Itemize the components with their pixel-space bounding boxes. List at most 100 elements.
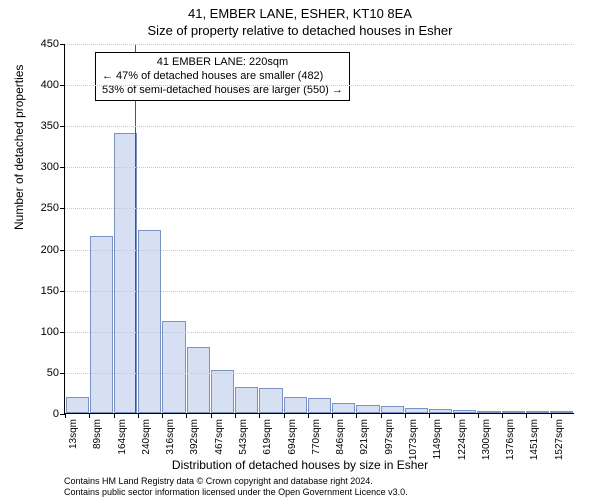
x-tick-label: 770sqm [311, 419, 322, 455]
x-tick [454, 413, 455, 418]
x-tick-label: 1451sqm [529, 419, 540, 460]
x-tick-label: 921sqm [359, 419, 370, 455]
x-tick [405, 413, 406, 418]
gridline [65, 373, 574, 374]
x-tick [551, 413, 552, 418]
y-tick [60, 250, 65, 251]
x-tick-label: 316sqm [165, 419, 176, 455]
histogram-bar [90, 236, 113, 413]
histogram-bar [187, 347, 210, 413]
x-tick-label: 694sqm [287, 419, 298, 455]
histogram-bar [477, 411, 500, 413]
histogram-bar [211, 370, 234, 413]
x-tick-label: 164sqm [117, 419, 128, 455]
histogram-bar [284, 397, 307, 413]
page-title: 41, EMBER LANE, ESHER, KT10 8EA [0, 6, 600, 21]
credits-line-2: Contains public sector information licen… [64, 487, 408, 498]
y-tick-label: 200 [41, 244, 59, 256]
y-tick-label: 250 [41, 202, 59, 214]
x-tick [502, 413, 503, 418]
histogram-bar [550, 411, 573, 413]
x-tick [308, 413, 309, 418]
histogram-bar [308, 398, 331, 413]
annotation-line-1: 41 EMBER LANE: 220sqm [102, 56, 343, 70]
y-tick-label: 50 [47, 367, 59, 379]
y-tick-label: 0 [53, 408, 59, 420]
y-tick-label: 150 [41, 285, 59, 297]
y-tick [60, 332, 65, 333]
x-tick [429, 413, 430, 418]
histogram-bar [429, 409, 452, 413]
x-tick-label: 467sqm [214, 419, 225, 455]
y-tick-label: 400 [41, 79, 59, 91]
x-tick-label: 619sqm [262, 419, 273, 455]
x-tick-label: 89sqm [92, 419, 103, 449]
y-tick [60, 44, 65, 45]
y-tick-label: 450 [41, 38, 59, 50]
histogram-bar [114, 133, 137, 413]
histogram-bar [66, 397, 89, 413]
histogram-bar [332, 403, 355, 413]
x-tick [235, 413, 236, 418]
histogram-bar [526, 411, 549, 413]
x-tick [89, 413, 90, 418]
y-tick [60, 167, 65, 168]
x-tick [356, 413, 357, 418]
histogram-bar [381, 406, 404, 413]
page-subtitle: Size of property relative to detached ho… [0, 23, 600, 38]
histogram-bar [235, 387, 258, 413]
chart-plot-area: 41 EMBER LANE: 220sqm ← 47% of detached … [64, 44, 574, 414]
x-tick-label: 1149sqm [432, 419, 443, 459]
x-tick-label: 13sqm [68, 419, 79, 449]
y-tick [60, 373, 65, 374]
histogram-bar [259, 388, 282, 413]
x-tick [186, 413, 187, 418]
y-tick-label: 300 [41, 161, 59, 173]
credits: Contains HM Land Registry data © Crown c… [64, 476, 408, 498]
y-tick [60, 126, 65, 127]
gridline [65, 126, 574, 127]
histogram-bar [502, 411, 525, 413]
x-tick [211, 413, 212, 418]
histogram-bar [162, 321, 185, 413]
x-tick [478, 413, 479, 418]
x-tick-label: 240sqm [141, 419, 152, 455]
x-tick [526, 413, 527, 418]
x-tick [65, 413, 66, 418]
y-tick-label: 100 [41, 326, 59, 338]
y-axis-label: Number of detached properties [12, 65, 26, 230]
x-tick-label: 1224sqm [457, 419, 468, 460]
x-tick-label: 1376sqm [505, 419, 516, 460]
x-tick-label: 997sqm [384, 419, 395, 455]
annotation-box: 41 EMBER LANE: 220sqm ← 47% of detached … [95, 52, 350, 101]
x-tick [138, 413, 139, 418]
gridline [65, 291, 574, 292]
y-tick [60, 291, 65, 292]
x-tick [114, 413, 115, 418]
credits-line-1: Contains HM Land Registry data © Crown c… [64, 476, 408, 487]
gridline [65, 332, 574, 333]
histogram-bar [356, 405, 379, 413]
x-tick [284, 413, 285, 418]
x-tick-label: 543sqm [238, 419, 249, 455]
gridline [65, 208, 574, 209]
x-tick [332, 413, 333, 418]
gridline [65, 44, 574, 45]
x-tick [381, 413, 382, 418]
gridline [65, 250, 574, 251]
annotation-line-2: ← 47% of detached houses are smaller (48… [102, 70, 343, 84]
histogram-bar [405, 408, 428, 413]
x-tick [259, 413, 260, 418]
x-axis-label: Distribution of detached houses by size … [0, 458, 600, 472]
x-tick-label: 392sqm [189, 419, 200, 455]
x-tick-label: 1300sqm [481, 419, 492, 460]
histogram-bar [138, 230, 161, 413]
x-tick-label: 846sqm [335, 419, 346, 455]
y-tick [60, 85, 65, 86]
x-tick-label: 1527sqm [554, 419, 565, 460]
y-tick-label: 350 [41, 120, 59, 132]
gridline [65, 167, 574, 168]
y-tick [60, 208, 65, 209]
x-tick-label: 1073sqm [408, 419, 419, 460]
x-tick [162, 413, 163, 418]
